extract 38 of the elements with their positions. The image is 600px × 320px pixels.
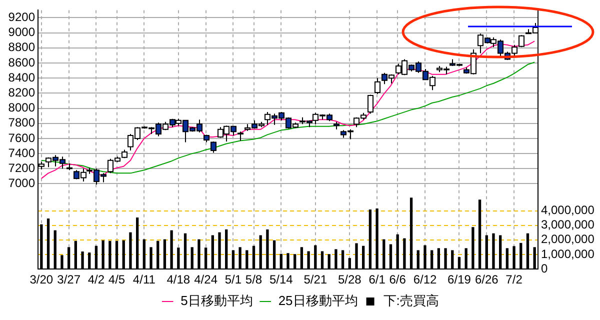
x-tick-label: 6/1 [368,272,386,287]
x-tick-label: 4/18 [166,272,190,287]
x-tick-label: 5/1 [224,272,242,287]
x-tick-label: 4/2 [88,272,105,287]
y-tick-label: 9200 [8,10,36,24]
x-tick-label: 5/14 [269,272,294,287]
y-tick-label: 9000 [8,25,36,40]
y-tick-label: 8200 [8,86,36,100]
y2-tick-label: 1,000,000 [541,246,595,261]
y-tick-label: 7400 [8,146,36,160]
x-tick-label: 4/11 [132,272,156,287]
legend-label: 5日移動平均 [180,293,253,308]
y-tick-label: 7000 [8,176,36,190]
x-tick-label: 5/8 [245,272,262,287]
legend-label: 25日移動平均 [278,293,358,308]
x-tick-label: 3/20 [30,272,54,287]
y-tick-label: 8000 [8,100,36,115]
x-tick-label: 6/6 [389,272,406,287]
x-tick-label: 6/19 [448,272,472,287]
x-tick-label: 5/28 [338,272,362,287]
x-tick-label: 6/12 [413,272,437,287]
x-tick-label: 7/2 [506,272,523,287]
y-tick-label: 7200 [8,160,36,175]
y2-tick-label: 4,000,000 [541,203,595,218]
y-tick-label: 7800 [8,116,36,130]
y-tick-label: 8800 [8,40,36,54]
x-tick-label: 4/24 [194,272,218,287]
x-tick-label: 3/27 [57,272,81,287]
x-tick-label: 4/5 [108,272,126,287]
y-tick-label: 8600 [8,55,36,70]
y2-tick-label: 2,000,000 [541,232,595,246]
y-tick-label: 8400 [8,70,36,84]
y2-tick-label: 0 [541,261,548,276]
y2-tick-label: 3,000,000 [541,218,595,232]
y-tick-label: 7600 [8,130,36,145]
x-tick-label: 6/26 [474,272,499,287]
legend-label: 下:売買高 [383,293,439,308]
x-tick-label: 5/21 [304,272,328,287]
